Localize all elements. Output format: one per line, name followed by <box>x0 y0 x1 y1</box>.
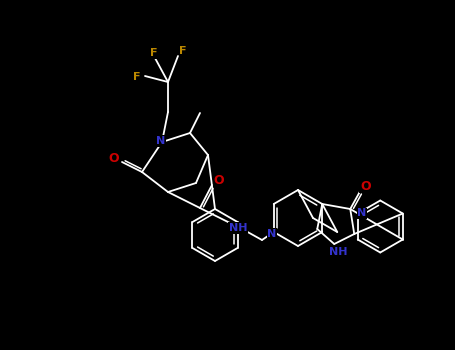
Text: F: F <box>133 72 141 82</box>
Text: O: O <box>214 174 224 187</box>
Text: O: O <box>109 153 119 166</box>
Text: O: O <box>360 180 370 193</box>
Text: NH: NH <box>229 223 247 233</box>
Text: N: N <box>157 136 166 146</box>
Text: N: N <box>357 209 366 218</box>
Text: NH: NH <box>329 247 348 257</box>
Text: F: F <box>150 48 158 58</box>
Text: N: N <box>267 229 276 239</box>
Text: F: F <box>179 46 187 56</box>
